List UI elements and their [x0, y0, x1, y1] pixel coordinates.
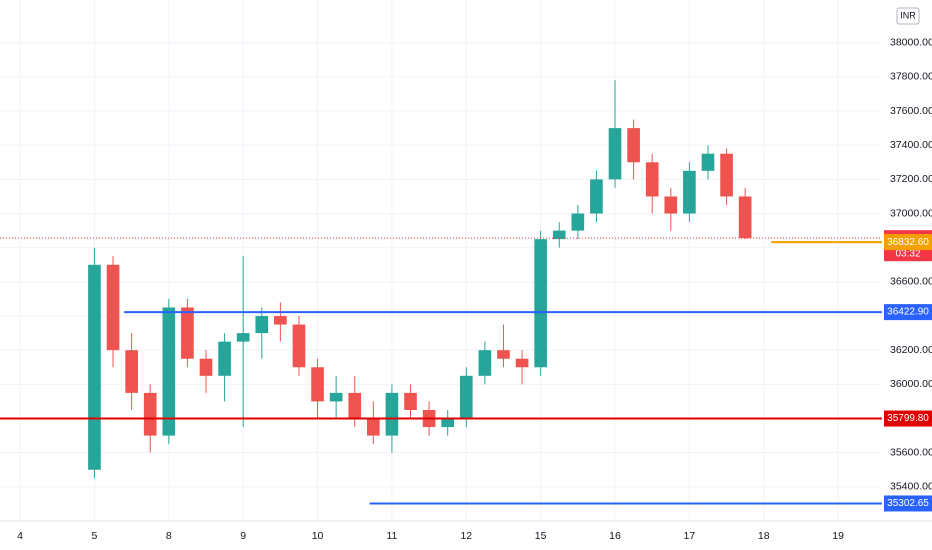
candle-body: [552, 230, 566, 240]
candle-body: [497, 350, 510, 359]
candle-body: [571, 213, 585, 231]
candle-body: [701, 153, 715, 171]
candle-body: [645, 162, 659, 197]
candle-body: [720, 153, 733, 197]
y-tick-label: 36600.00: [890, 276, 932, 288]
y-tick-label: 37600.00: [890, 105, 932, 117]
y-tick-label: 37000.00: [890, 207, 932, 219]
x-tick-label: 12: [460, 530, 472, 542]
candle-body: [311, 367, 324, 402]
candle-body: [143, 392, 157, 436]
candle-body: [292, 324, 306, 368]
x-tick-label: 15: [535, 530, 547, 542]
y-tick-label: 36000.00: [890, 378, 932, 390]
x-tick-label: 5: [92, 530, 98, 542]
candle-body: [274, 316, 287, 325]
candle-body: [590, 179, 603, 214]
candle-body: [199, 358, 213, 376]
candle-body: [664, 196, 678, 214]
x-tick-label: 11: [386, 530, 397, 542]
candle-body: [627, 128, 640, 163]
price-tag: [884, 410, 932, 427]
candle-body: [367, 418, 380, 436]
candle-body: [534, 239, 547, 368]
candle-body: [441, 418, 455, 428]
candle-body: [385, 392, 399, 436]
price-tag: [884, 234, 932, 251]
candle-body: [404, 392, 417, 410]
price-tag-label: 35799.80: [887, 413, 929, 424]
y-tick-label: 37400.00: [890, 139, 932, 151]
y-tick-label: 37200.00: [890, 173, 932, 185]
candle-body: [683, 170, 696, 214]
candle-body: [738, 196, 752, 239]
y-tick-label: 35600.00: [890, 446, 932, 458]
candle-body: [88, 264, 101, 470]
candle-body: [162, 307, 176, 436]
currency-box[interactable]: [896, 7, 920, 25]
x-tick-label: 19: [832, 530, 844, 542]
price-tag-label: 35302.65: [887, 498, 929, 509]
price-tag-label: 36422.90: [887, 307, 929, 318]
candle-body: [106, 264, 120, 351]
candle-body: [181, 307, 194, 359]
currency: INR: [900, 10, 916, 20]
candle-body: [608, 128, 622, 180]
candle-body: [478, 350, 492, 376]
candle-body: [255, 316, 269, 334]
y-tick-label: 36200.00: [890, 344, 932, 356]
x-tick-label: 9: [240, 530, 246, 542]
candle-body: [459, 375, 473, 419]
candle-body: [515, 358, 529, 368]
y-tick-label: 38000.00: [890, 36, 932, 48]
countdown: 03:32: [895, 248, 920, 259]
price-axis: [884, 0, 932, 550]
y-tick-label: 37800.00: [890, 71, 932, 83]
x-tick-label: 16: [609, 530, 621, 542]
y-tick-label: 35400.00: [890, 481, 932, 493]
x-tick-label: 10: [312, 530, 324, 542]
price-tag: [884, 495, 932, 512]
x-tick-label: 4: [17, 530, 23, 542]
candle-body: [125, 350, 138, 393]
price-tag-label: 36832.60: [887, 237, 929, 248]
candle-body: [236, 333, 250, 342]
x-tick-label: 17: [684, 530, 696, 542]
x-tick-label: 18: [758, 530, 770, 542]
price-tag: [884, 304, 932, 321]
x-tick-label: 8: [166, 530, 172, 542]
candle-body: [218, 341, 231, 376]
candle-body: [348, 392, 362, 419]
candle-body: [329, 392, 343, 402]
